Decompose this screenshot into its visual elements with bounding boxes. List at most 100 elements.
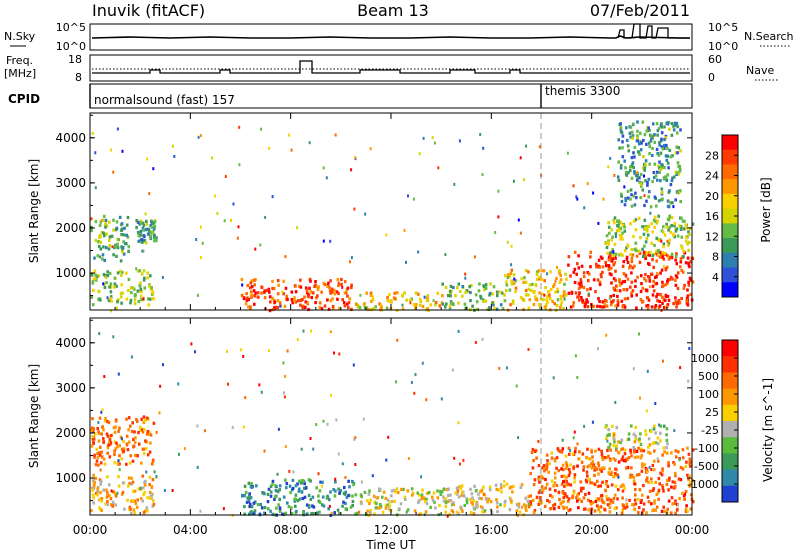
data-cell bbox=[139, 287, 143, 291]
data-cell bbox=[622, 272, 626, 276]
data-cell bbox=[674, 449, 677, 453]
data-cell bbox=[687, 248, 690, 252]
data-cell bbox=[121, 149, 124, 153]
data-cell bbox=[127, 289, 130, 293]
data-cell bbox=[246, 296, 249, 300]
data-cell bbox=[582, 468, 585, 472]
data-cell bbox=[108, 483, 111, 487]
data-cell bbox=[323, 304, 327, 308]
data-cell bbox=[145, 416, 149, 420]
data-cell bbox=[655, 505, 659, 509]
data-cell bbox=[109, 290, 113, 294]
data-cell bbox=[650, 468, 653, 472]
data-cell bbox=[469, 290, 472, 295]
data-cell bbox=[284, 478, 287, 482]
data-cell bbox=[553, 302, 556, 306]
data-cell bbox=[558, 280, 562, 284]
data-cell bbox=[686, 473, 689, 477]
data-cell bbox=[94, 463, 98, 467]
data-cell bbox=[663, 298, 667, 303]
data-cell bbox=[496, 294, 499, 298]
data-cell bbox=[615, 446, 618, 450]
data-cell bbox=[689, 507, 693, 511]
data-cell bbox=[547, 470, 550, 474]
data-cell bbox=[127, 249, 130, 253]
data-cell bbox=[457, 282, 461, 286]
data-cell bbox=[629, 264, 632, 268]
data-cell bbox=[662, 359, 664, 363]
data-cell bbox=[153, 220, 157, 224]
data-cell bbox=[566, 151, 569, 155]
data-cell bbox=[666, 122, 670, 126]
data-cell bbox=[125, 434, 129, 438]
data-cell bbox=[635, 178, 639, 182]
data-cell bbox=[470, 500, 473, 504]
data-cell bbox=[283, 304, 287, 308]
data-cell bbox=[683, 251, 687, 255]
data-cell bbox=[507, 273, 510, 277]
data-cell bbox=[263, 289, 266, 293]
data-cell bbox=[545, 467, 548, 471]
data-cell bbox=[318, 500, 322, 504]
data-cell bbox=[687, 452, 691, 456]
data-cell bbox=[125, 417, 128, 421]
data-cell bbox=[608, 231, 611, 235]
data-cell bbox=[284, 511, 287, 515]
data-cell bbox=[106, 500, 109, 504]
data-cell bbox=[634, 279, 637, 283]
data-cell bbox=[619, 166, 623, 170]
data-cell bbox=[140, 289, 143, 293]
data-cell bbox=[556, 265, 558, 269]
data-cell bbox=[535, 272, 539, 276]
data-cell bbox=[621, 489, 625, 493]
data-cell bbox=[651, 509, 654, 513]
data-cell bbox=[242, 296, 246, 301]
data-cell bbox=[451, 503, 454, 507]
data-cell bbox=[405, 260, 407, 264]
data-cell bbox=[589, 250, 592, 254]
data-cell bbox=[148, 236, 152, 240]
data-cell bbox=[648, 451, 652, 455]
data-cell bbox=[140, 238, 144, 242]
data-cell bbox=[645, 304, 648, 308]
data-cell bbox=[96, 489, 99, 493]
data-cell bbox=[639, 131, 642, 135]
data-cell bbox=[457, 301, 460, 305]
data-cell bbox=[196, 293, 199, 297]
data-cell bbox=[509, 497, 512, 501]
data-cell bbox=[105, 488, 108, 492]
data-cell bbox=[606, 433, 609, 438]
data-cell bbox=[679, 128, 682, 132]
data-cell bbox=[297, 489, 301, 493]
data-cell bbox=[667, 488, 670, 492]
data-cell bbox=[640, 141, 643, 145]
colorbar-segment bbox=[722, 421, 738, 438]
data-cell bbox=[478, 282, 481, 286]
data-cell bbox=[318, 510, 321, 514]
data-cell bbox=[132, 489, 135, 493]
data-cell bbox=[658, 304, 662, 308]
data-cell bbox=[334, 477, 337, 481]
data-cell bbox=[524, 268, 528, 273]
data-cell bbox=[597, 461, 600, 465]
data-cell bbox=[639, 432, 642, 436]
data-cell bbox=[121, 492, 124, 496]
data-cell bbox=[624, 166, 627, 170]
data-cell bbox=[663, 177, 666, 181]
data-cell bbox=[106, 503, 109, 507]
data-cell bbox=[645, 288, 649, 292]
data-cell bbox=[555, 483, 559, 488]
data-cell bbox=[580, 460, 584, 464]
data-cell bbox=[679, 227, 683, 231]
data-cell bbox=[656, 459, 660, 463]
data-cell bbox=[370, 299, 373, 303]
data-cell bbox=[572, 301, 575, 305]
data-cell bbox=[623, 279, 627, 284]
data-cell bbox=[665, 143, 668, 148]
y-tick-label: 2000 bbox=[55, 221, 86, 235]
data-cell bbox=[197, 135, 200, 139]
data-cell bbox=[654, 219, 657, 223]
data-cell bbox=[139, 425, 142, 429]
data-cell bbox=[573, 250, 577, 254]
data-cell bbox=[669, 275, 673, 279]
